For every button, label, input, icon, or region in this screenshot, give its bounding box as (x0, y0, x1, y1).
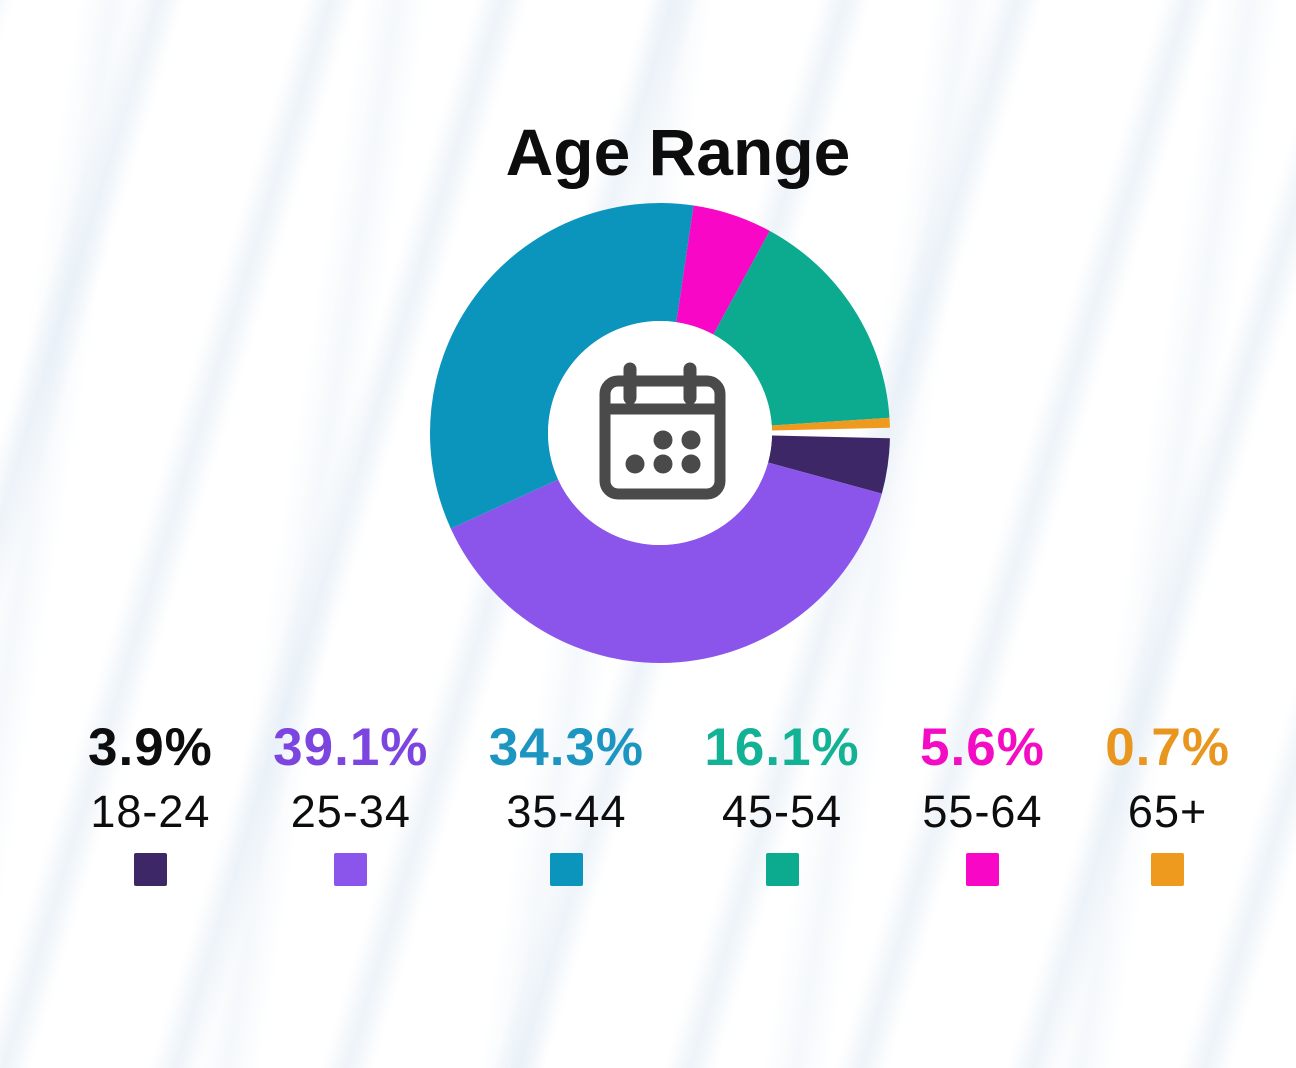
legend-item-55-64: 5.6% 55-64 (920, 718, 1045, 886)
donut-chart (430, 203, 890, 664)
calendar-icon (599, 362, 726, 500)
legend-percentage: 34.3% (488, 718, 645, 777)
donut-slice-25-34 (450, 462, 882, 664)
legend-item-18-24: 3.9% 18-24 (88, 718, 213, 886)
donut-slice-45-54 (713, 230, 890, 426)
legend-percentage: 16.1% (704, 718, 860, 777)
legend-label: 25-34 (290, 786, 411, 838)
legend-percentage: 5.6% (920, 718, 1045, 777)
legend-percentage: 39.1% (273, 718, 429, 777)
legend-swatch-65+ (1151, 852, 1185, 886)
legend: 3.9% 18-24 39.1% 25-34 34.3% 35-44 16.1% 45-54 5… (0, 718, 1296, 886)
legend-label: 55-64 (922, 786, 1043, 838)
legend-swatch-18-24 (133, 852, 167, 886)
donut-slice-55-64 (676, 205, 770, 335)
legend-item-25-34: 39.1% 25-34 (273, 718, 429, 886)
donut-slice-18-24 (768, 435, 890, 494)
legend-swatch-25-34 (334, 852, 368, 886)
legend-label: 18-24 (90, 786, 211, 838)
legend-swatch-55-64 (965, 852, 999, 886)
donut-chart-area (425, 198, 895, 668)
calendar-date-dots (625, 430, 701, 474)
donut-slice-65+ (771, 417, 890, 431)
legend-label: 65+ (1127, 786, 1208, 838)
donut-slices (430, 203, 890, 664)
legend-item-65+: 0.7% 65+ (1105, 718, 1230, 886)
legend-item-45-54: 16.1% 45-54 (704, 718, 860, 886)
legend-swatch-35-44 (549, 852, 583, 886)
legend-item-35-44: 34.3% 35-44 (488, 718, 645, 886)
chart-title: Age Range (505, 115, 851, 190)
donut-slice-35-44 (430, 203, 694, 529)
legend-swatch-45-54 (765, 852, 799, 886)
legend-label: 35-44 (506, 786, 627, 838)
legend-label: 45-54 (722, 786, 843, 838)
legend-percentage: 0.7% (1105, 718, 1230, 777)
calendar-body (599, 375, 726, 500)
legend-percentage: 3.9% (88, 718, 213, 777)
